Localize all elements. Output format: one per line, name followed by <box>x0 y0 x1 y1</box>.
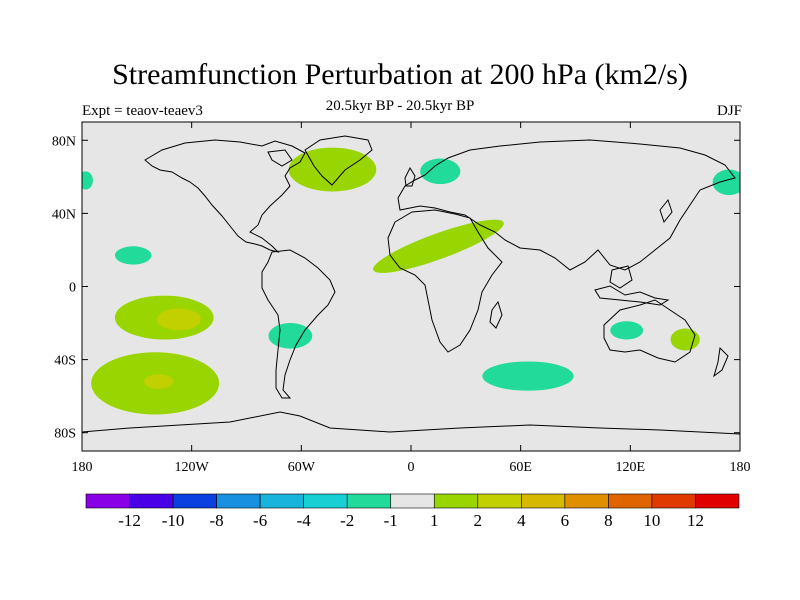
north-pacific-east-negative <box>82 171 93 190</box>
y-tick-label: 80N <box>52 134 76 149</box>
season-label: DJF <box>716 103 742 119</box>
y-tick-label: 40S <box>54 354 76 369</box>
colorbar-label: 12 <box>687 511 704 530</box>
australia-east-positive <box>670 328 700 351</box>
southern-indian-negative <box>482 361 574 391</box>
colorbar-swatch <box>651 493 696 509</box>
coast-indonesia <box>594 285 670 306</box>
x-tick-label: 60W <box>288 460 316 475</box>
colorbar-swatch <box>85 493 130 509</box>
colorbar-swatch <box>521 493 566 509</box>
x-tick-label: 180 <box>730 460 751 475</box>
map-title: Streamfunction Perturbation at 200 hPa (… <box>112 58 688 91</box>
colorbar-label: -8 <box>210 511 224 530</box>
south-pacific-core <box>156 308 201 331</box>
colorbar-label: -2 <box>340 511 354 530</box>
australia-west-negative <box>610 321 644 340</box>
colorbar-swatch <box>303 493 348 509</box>
colorbar-swatch <box>608 493 653 509</box>
colorbar-label: 2 <box>474 511 483 530</box>
colorbar-label: -10 <box>162 511 185 530</box>
map-axes: 180 120W 60W 0 60E 120E 180 80N 40N 0 40S 80S <box>52 122 751 475</box>
coast-britain <box>404 166 416 187</box>
colorbar-label: 6 <box>561 511 570 530</box>
europe-negative <box>420 158 461 185</box>
africa-arabia-positive <box>373 219 504 273</box>
x-tick-label: 180 <box>72 460 93 475</box>
coast-eurasia <box>397 139 736 271</box>
coast-south-america <box>261 249 336 399</box>
north-atlantic-positive <box>288 147 377 192</box>
coast-north-america <box>144 139 306 253</box>
y-tick-label: 80S <box>54 427 76 442</box>
period-label: 20.5kyr BP - 20.5kyr BP <box>325 98 475 114</box>
colorbar-swatch <box>564 493 609 509</box>
coastlines <box>82 135 740 435</box>
coast-africa <box>387 209 503 353</box>
colorbar-swatch <box>390 493 435 509</box>
experiment-label: Expt = teaov-teaev3 <box>82 103 203 119</box>
x-tick-label: 60E <box>509 460 532 475</box>
colorbar-swatch <box>216 493 261 509</box>
colorbar-label: -1 <box>384 511 398 530</box>
colorbar: -12 -10 -8 -6 -4 -2 -1 1 2 4 6 8 10 12 <box>85 493 740 530</box>
central-pacific-negative <box>114 246 152 265</box>
colorbar-label: -12 <box>118 511 141 530</box>
anomaly-layer <box>82 147 740 415</box>
colorbar-label: 4 <box>517 511 526 530</box>
southern-ocean-core <box>144 374 174 389</box>
north-pacific-west-negative <box>712 169 740 196</box>
coast-japan <box>659 198 673 224</box>
colorbar-label: -6 <box>253 511 267 530</box>
y-tick-label: 40N <box>52 207 76 222</box>
coast-madagascar <box>489 300 503 329</box>
coast-antarctica <box>82 411 740 435</box>
south-america-negative <box>268 323 313 349</box>
coast-new-zealand <box>713 346 729 378</box>
colorbar-swatch <box>346 493 392 509</box>
colorbar-swatch <box>477 493 522 509</box>
x-tick-label: 0 <box>408 460 415 475</box>
coast-borneo <box>609 265 633 289</box>
coast-baffin <box>267 149 293 167</box>
x-tick-label: 120E <box>616 460 646 475</box>
colorbar-swatch <box>259 493 304 509</box>
colorbar-swatch <box>695 493 740 509</box>
colorbar-label: 1 <box>430 511 439 530</box>
colorbar-label: -4 <box>297 511 312 530</box>
colorbar-swatch <box>433 493 479 509</box>
y-tick-label: 0 <box>69 281 76 296</box>
coast-australia <box>603 299 696 363</box>
colorbar-label: 10 <box>643 511 660 530</box>
x-tick-label: 120W <box>175 460 210 475</box>
colorbar-swatch <box>172 493 217 509</box>
colorbar-label: 8 <box>604 511 613 530</box>
coast-greenland <box>304 135 373 186</box>
colorbar-swatch <box>129 493 174 509</box>
